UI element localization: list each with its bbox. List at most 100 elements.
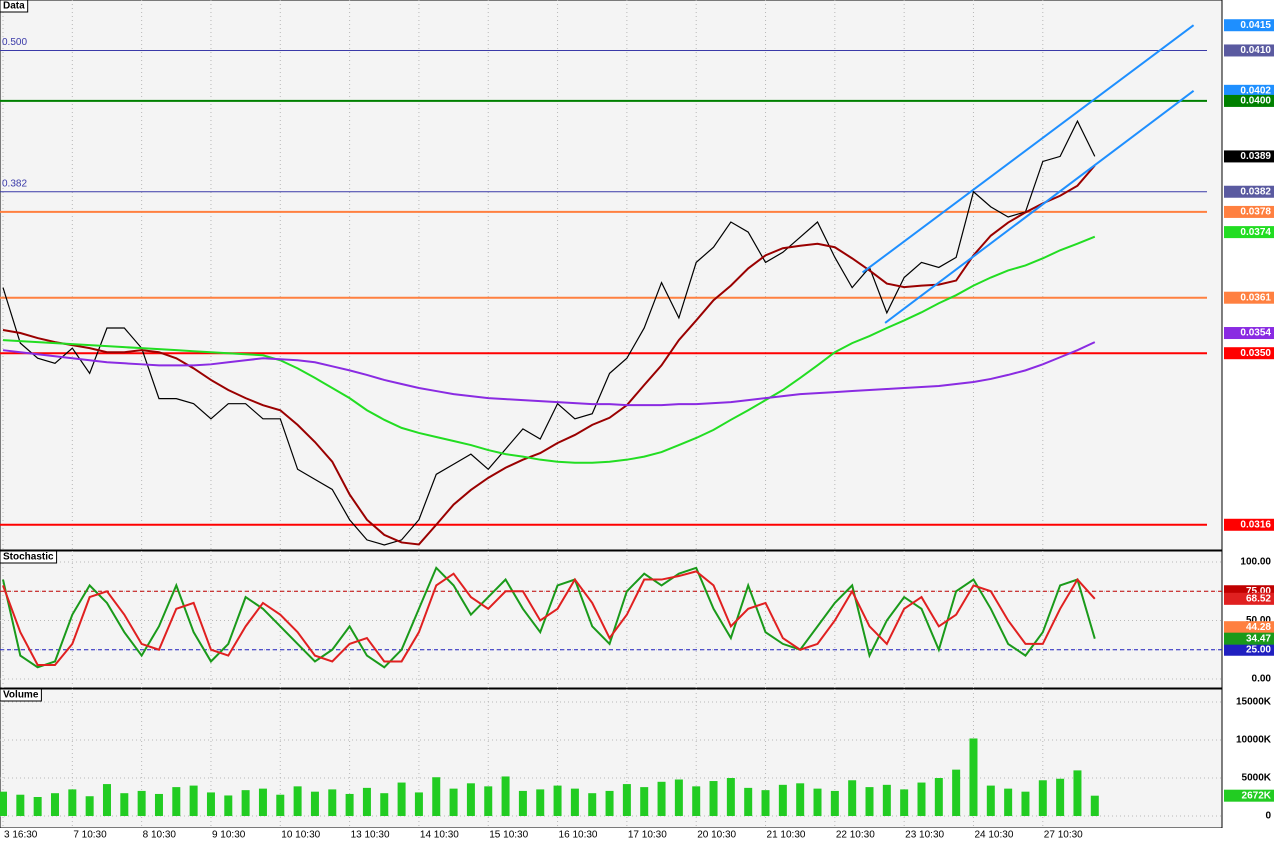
value-tag-label: 0.0410 xyxy=(1240,45,1271,56)
volume-bar xyxy=(484,786,493,816)
panel-title: Stochastic xyxy=(3,552,54,563)
volume-bar xyxy=(33,796,42,816)
value-tag xyxy=(1224,592,1274,605)
volume-bar xyxy=(813,788,822,816)
series-line xyxy=(2,570,1096,666)
volume-bar xyxy=(293,786,302,816)
x-tick-label: 23 10:30 xyxy=(905,830,944,841)
value-tag-label: 0.0316 xyxy=(1240,519,1271,530)
volume-bar xyxy=(882,784,891,816)
value-tag-label: 0.0354 xyxy=(1240,328,1271,339)
volume-bar xyxy=(917,782,926,816)
volume-bar xyxy=(900,789,909,816)
volume-bar xyxy=(68,789,77,816)
x-tick-label: 16 10:30 xyxy=(559,830,598,841)
x-axis-strip xyxy=(0,828,1276,842)
value-tag xyxy=(1224,621,1274,634)
volume-bar xyxy=(276,794,285,816)
volume-bar xyxy=(172,787,181,816)
volume-bar xyxy=(432,777,441,816)
volume-bar xyxy=(449,788,458,816)
x-tick-label: 24 10:30 xyxy=(974,830,1013,841)
volume-bar xyxy=(120,793,129,816)
panel-title-box xyxy=(0,688,42,702)
value-tag xyxy=(1224,347,1274,360)
volume-bar xyxy=(674,779,683,816)
value-tag-label: 0.0361 xyxy=(1240,292,1271,303)
x-tick-label: 21 10:30 xyxy=(767,830,806,841)
value-tag xyxy=(1224,291,1274,304)
volume-bar xyxy=(206,792,215,816)
x-tick-label: 15 10:30 xyxy=(489,830,528,841)
x-tick-label: 22 10:30 xyxy=(836,830,875,841)
series-line xyxy=(2,235,1096,464)
volume-bar xyxy=(362,787,371,816)
x-tick-label: 7 10:30 xyxy=(73,830,107,841)
panel-title-box xyxy=(0,550,58,564)
x-tick-label: 8 10:30 xyxy=(143,830,177,841)
volume-bar xyxy=(570,788,579,816)
y-tick-label: 10000K xyxy=(1236,735,1272,746)
trendline xyxy=(861,24,1195,274)
volume-bar xyxy=(1021,791,1030,816)
volume-bar xyxy=(1056,778,1065,816)
value-tag-label: 44.28 xyxy=(1246,622,1271,633)
volume-bar xyxy=(85,796,94,816)
value-tag xyxy=(1224,19,1274,32)
series-line xyxy=(2,341,1096,407)
volume-bar xyxy=(536,789,545,816)
volume-bar xyxy=(952,769,961,816)
y-tick-box xyxy=(1224,643,1274,656)
value-tag-label: 68.52 xyxy=(1246,593,1271,604)
y-tick-label: 25.00 xyxy=(1246,644,1271,655)
volume-bar xyxy=(709,781,718,816)
volume-bar xyxy=(830,790,839,816)
level-label: 0.382 xyxy=(2,178,27,189)
x-tick-label: 9 10:30 xyxy=(212,830,246,841)
volume-bar xyxy=(50,793,59,816)
x-tick-label: 20 10:30 xyxy=(697,830,736,841)
volume-bar xyxy=(553,785,562,816)
series-line xyxy=(2,119,1096,546)
volume-bar xyxy=(692,786,701,816)
x-tick-label: 10 10:30 xyxy=(281,830,320,841)
volume-bar xyxy=(622,784,631,816)
volume-bar xyxy=(0,791,7,816)
y-tick-label: 15000K xyxy=(1236,697,1272,708)
value-tag-label: 2672K xyxy=(1242,790,1272,801)
x-tick-label: 27 10:30 xyxy=(1044,830,1083,841)
volume-bar xyxy=(865,787,874,816)
volume-bar xyxy=(189,785,198,816)
value-tag xyxy=(1224,789,1274,802)
volume-bar xyxy=(969,738,978,816)
trendline xyxy=(884,90,1195,324)
x-tick-label: 17 10:30 xyxy=(628,830,667,841)
volume-bar xyxy=(241,790,250,816)
value-tag-label: 0.0378 xyxy=(1240,207,1271,218)
value-tag xyxy=(1224,205,1274,218)
volume-bar xyxy=(518,790,527,816)
volume-bar xyxy=(744,787,753,816)
volume-bar xyxy=(310,791,319,816)
volume-bar xyxy=(796,783,805,816)
volume-bar xyxy=(466,783,475,816)
price-panel xyxy=(0,0,1223,551)
value-tag-label: 0.0415 xyxy=(1240,20,1271,31)
value-tag-label: 0.0400 xyxy=(1240,96,1271,107)
volume-bar xyxy=(657,781,666,816)
y-tick-label: 0.00 xyxy=(1252,674,1272,685)
volume-bar xyxy=(1038,780,1047,816)
value-tag-label: 0.0389 xyxy=(1240,151,1271,162)
volume-bar xyxy=(588,793,597,816)
value-tag-label: 0.0402 xyxy=(1240,85,1271,96)
y-tick-label: 0 xyxy=(1265,811,1271,822)
volume-bar xyxy=(501,776,510,816)
value-tag xyxy=(1224,185,1274,198)
stochastic-panel xyxy=(0,550,1223,689)
y-tick-label: 50.00 xyxy=(1246,615,1271,626)
x-tick-label: 3 16:30 xyxy=(4,830,38,841)
value-tag-label: 0.0350 xyxy=(1240,348,1271,359)
volume-bar xyxy=(397,782,406,816)
volume-bar xyxy=(778,784,787,816)
